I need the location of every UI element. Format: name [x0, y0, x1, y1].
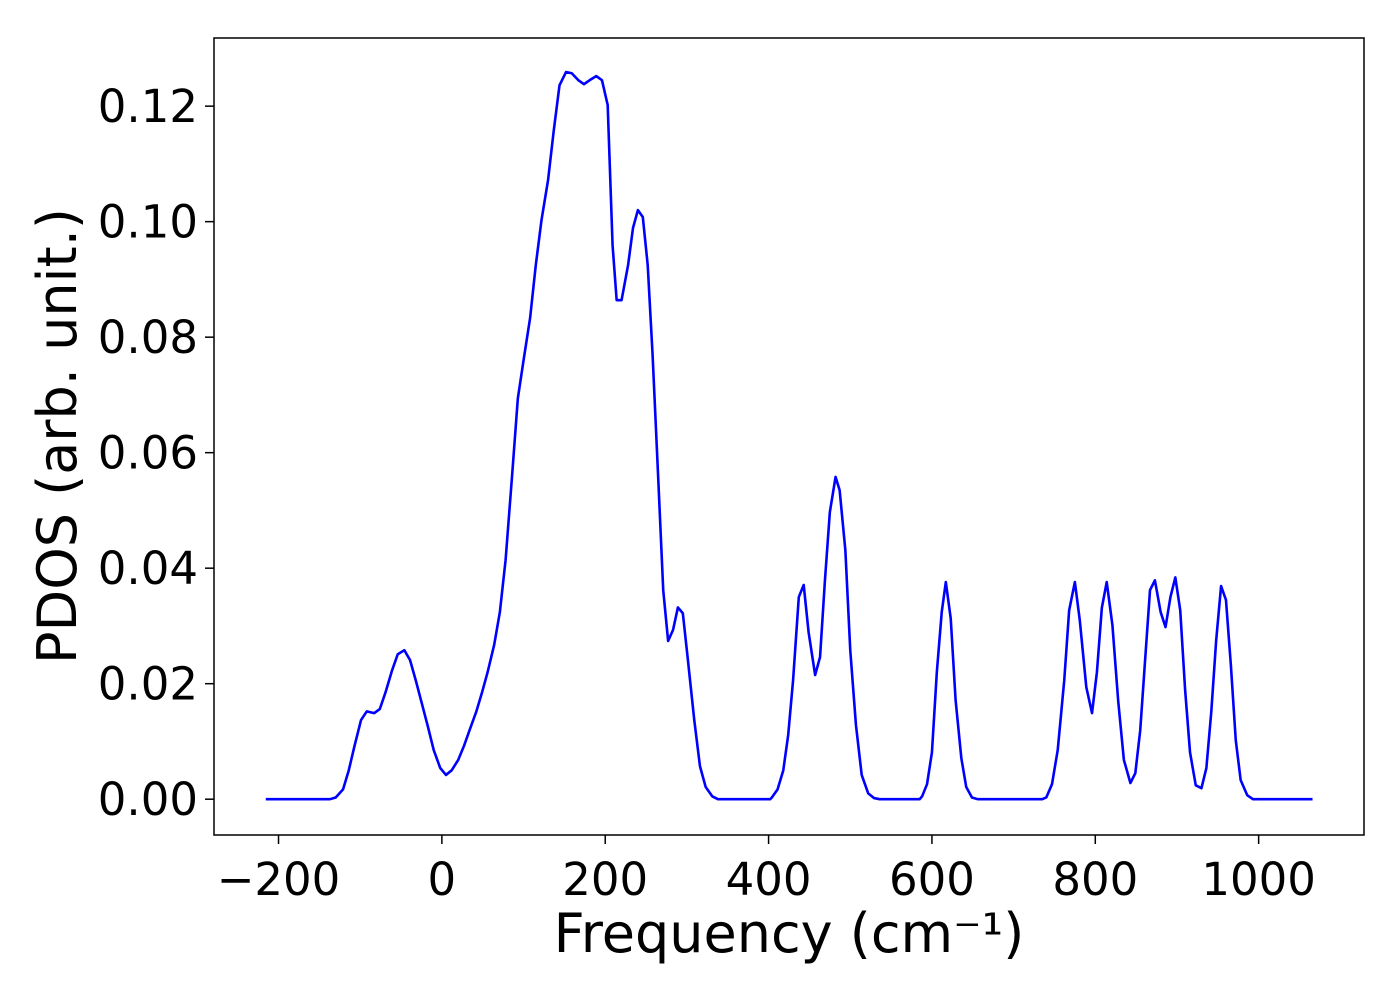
y-tick-label: 0.02 — [98, 658, 198, 711]
y-tick-label: 0.10 — [98, 196, 198, 249]
y-tick-label: 0.08 — [98, 311, 198, 364]
y-tick-label: 0.00 — [98, 773, 198, 826]
x-tick-label: 200 — [562, 853, 648, 906]
x-tick-label: 0 — [428, 853, 457, 906]
y-tick-label: 0.06 — [98, 427, 198, 480]
x-tick-label: 600 — [889, 853, 975, 906]
y-axis-label: PDOS (arb. unit.) — [26, 208, 89, 664]
line-series — [265, 70, 1313, 801]
y-tick-label: 0.04 — [98, 542, 198, 595]
x-tick-label: 800 — [1052, 853, 1138, 906]
x-tick-label: 400 — [726, 853, 812, 906]
x-tick-label: −200 — [217, 853, 341, 906]
plot-frame — [213, 37, 1365, 836]
x-tick-label: 1000 — [1201, 853, 1316, 906]
y-tick-label: 0.12 — [98, 80, 198, 133]
x-axis-label: Frequency (cm⁻¹) — [554, 902, 1025, 965]
